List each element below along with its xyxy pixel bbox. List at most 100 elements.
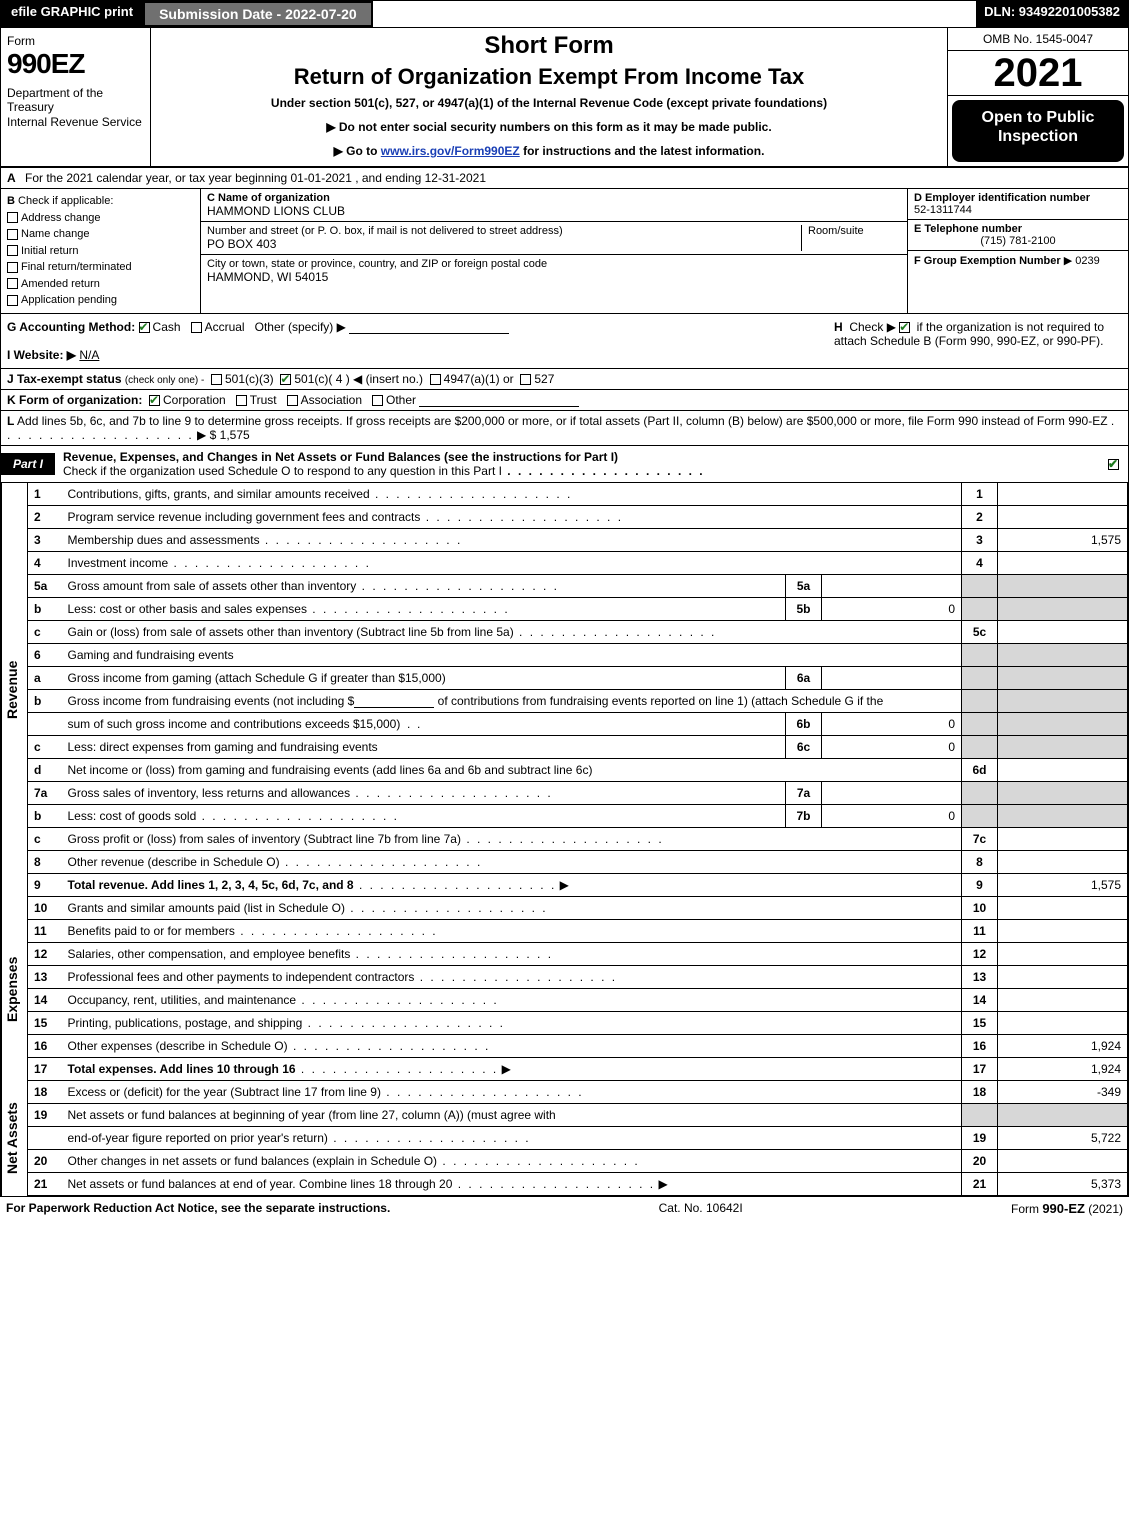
part-i-subtitle: Check if the organization used Schedule … <box>63 464 502 478</box>
cell-group-exemption: F Group Exemption Number ▶ 0239 <box>908 251 1128 270</box>
l3-boxnum: 3 <box>962 528 998 551</box>
l11-num: 11 <box>28 919 62 942</box>
row-a-text: For the 2021 calendar year, or tax year … <box>25 171 486 185</box>
part-i-title: Revenue, Expenses, and Changes in Net As… <box>55 446 1108 482</box>
form-header: Form 990EZ Department of the Treasury In… <box>0 28 1129 168</box>
city-value: HAMMOND, WI 54015 <box>207 270 901 284</box>
l2-num: 2 <box>28 505 62 528</box>
checkbox-accrual[interactable] <box>191 322 202 333</box>
l5a-sn: 5a <box>786 574 822 597</box>
l7a-shade2 <box>998 781 1128 804</box>
other-label: Other (specify) ▶ <box>255 320 346 334</box>
l6a-shade1 <box>962 666 998 689</box>
l5b-shade1 <box>962 597 998 620</box>
l17-boxnum: 17 <box>962 1057 998 1080</box>
l7b-sn: 7b <box>786 804 822 827</box>
l-value: 1,575 <box>220 428 250 442</box>
l5b-dots <box>307 602 510 616</box>
checkbox-amended-return[interactable]: Amended return <box>7 276 194 293</box>
cell-org-name: C Name of organization HAMMOND LIONS CLU… <box>201 189 907 222</box>
l7b-dots <box>196 809 399 823</box>
l5b-desc: Less: cost or other basis and sales expe… <box>68 602 307 616</box>
other-specify-input[interactable] <box>349 320 509 334</box>
topbar-spacer <box>373 1 976 27</box>
l8-dots <box>280 855 483 869</box>
l19A-desc: Net assets or fund balances at beginning… <box>68 1108 556 1122</box>
ssn-warning-note: ▶ Do not enter social security numbers o… <box>159 120 939 134</box>
checkbox-initial-return[interactable]: Initial return <box>7 243 194 260</box>
revenue-vert-label: Revenue <box>1 483 27 897</box>
checkbox-501c[interactable] <box>280 374 291 385</box>
l7c-boxval <box>998 827 1128 850</box>
l6c-sv: 0 <box>822 735 962 758</box>
line-19a: 19Net assets or fund balances at beginni… <box>28 1103 1128 1126</box>
l13-desc: Professional fees and other payments to … <box>68 970 415 984</box>
l12-boxval <box>998 942 1128 965</box>
checkbox-application-pending[interactable]: Application pending <box>7 292 194 309</box>
l11-boxnum: 11 <box>962 919 998 942</box>
irs-link[interactable]: www.irs.gov/Form990EZ <box>381 144 520 158</box>
line-6d: d Net income or (loss) from gaming and fu… <box>28 758 1128 781</box>
checkbox-other-org[interactable] <box>372 395 383 406</box>
l10-boxval <box>998 897 1128 920</box>
checkbox-527[interactable] <box>520 374 531 385</box>
l7b-shade1 <box>962 804 998 827</box>
checkbox-address-change[interactable]: Address change <box>7 210 194 227</box>
submission-date: Submission Date - 2022-07-20 <box>143 1 373 27</box>
line-6b-a: bGross income from fundraising events (n… <box>28 689 1128 712</box>
l6d-desc: Net income or (loss) from gaming and fun… <box>68 763 593 777</box>
phone-value: (715) 781-2100 <box>914 235 1122 247</box>
l6bB-shade1 <box>962 712 998 735</box>
l9-num: 9 <box>28 873 62 896</box>
l6d-num: d <box>28 758 62 781</box>
cash-label: Cash <box>153 320 181 334</box>
checkbox-schedule-b[interactable] <box>899 322 910 333</box>
checkbox-501c3[interactable] <box>211 374 222 385</box>
short-form-title: Short Form <box>159 32 939 60</box>
l17-boxval: 1,924 <box>998 1057 1128 1080</box>
l6-desc: Gaming and fundraising events <box>68 648 234 662</box>
l3-boxval: 1,575 <box>998 528 1128 551</box>
checkbox-corporation[interactable] <box>149 395 160 406</box>
row-k: K Form of organization: Corporation Trus… <box>0 390 1129 411</box>
l9-desc: Total revenue. Add lines 1, 2, 3, 4, 5c,… <box>68 878 354 892</box>
checkbox-final-return[interactable]: Final return/terminated <box>7 259 194 276</box>
efile-label: efile GRAPHIC print <box>1 1 143 27</box>
cb-label-initial: Initial return <box>21 245 78 257</box>
l3-num: 3 <box>28 528 62 551</box>
line-1: 1Contributions, gifts, grants, and simil… <box>28 483 1128 506</box>
l10-boxnum: 10 <box>962 897 998 920</box>
checkbox-name-change[interactable]: Name change <box>7 226 194 243</box>
checkbox-cash[interactable] <box>139 322 150 333</box>
l6-num: 6 <box>28 643 62 666</box>
opt-trust: Trust <box>250 393 277 407</box>
row-a: A For the 2021 calendar year, or tax yea… <box>0 168 1129 189</box>
row-j: J Tax-exempt status (check only one) - 5… <box>0 369 1129 390</box>
l14-dots <box>296 993 499 1007</box>
checkbox-association[interactable] <box>287 395 298 406</box>
l6bB-desc: sum of such gross income and contributio… <box>68 717 401 731</box>
checkbox-trust[interactable] <box>236 395 247 406</box>
l17-num: 17 <box>28 1057 62 1080</box>
part-i-label: Part I <box>1 453 55 475</box>
l17-dots <box>296 1062 499 1076</box>
line-4: 4Investment income4 <box>28 551 1128 574</box>
checkbox-schedule-o[interactable] <box>1108 459 1119 470</box>
l7c-boxnum: 7c <box>962 827 998 850</box>
l1-desc: Contributions, gifts, grants, and simila… <box>68 487 370 501</box>
cell-street: Number and street (or P. O. box, if mail… <box>201 222 907 255</box>
d-label: D Employer identification number <box>914 192 1122 204</box>
l6a-shade2 <box>998 666 1128 689</box>
netassets-table: 18Excess or (deficit) for the year (Subt… <box>27 1081 1128 1196</box>
l19B-num <box>28 1126 62 1149</box>
l1-boxval <box>998 483 1128 506</box>
checkbox-4947[interactable] <box>430 374 441 385</box>
l4-desc: Investment income <box>68 556 169 570</box>
l6bB-sv: 0 <box>822 712 962 735</box>
k-label: K Form of organization: <box>7 393 142 407</box>
l18-boxval: -349 <box>998 1081 1128 1104</box>
contrib-amount-input[interactable] <box>354 694 434 708</box>
other-org-input[interactable] <box>419 393 579 407</box>
opt-501c: 501(c)( 4 ) ◀ (insert no.) <box>294 372 423 386</box>
col-b-label: B <box>7 195 15 207</box>
